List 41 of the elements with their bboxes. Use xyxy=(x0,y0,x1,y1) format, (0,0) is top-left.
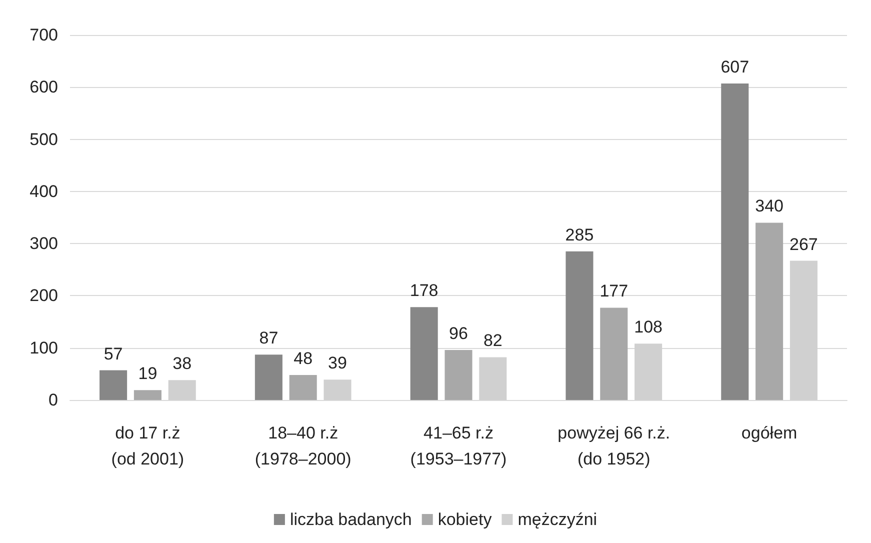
y-tick-label: 600 xyxy=(30,78,58,97)
data-label: 177 xyxy=(600,282,628,301)
bar xyxy=(254,354,282,400)
y-tick-label: 700 xyxy=(30,26,58,44)
data-label: 340 xyxy=(755,196,784,216)
x-tick-label: 18–40 r.ż (1978–2000) xyxy=(254,424,352,468)
data-label: 607 xyxy=(720,57,750,76)
data-label: 87 xyxy=(259,328,278,348)
y-tick-label: 200 xyxy=(30,286,58,306)
data-label: 267 xyxy=(790,234,818,254)
data-label: 38 xyxy=(172,354,192,374)
data-label: 48 xyxy=(294,348,313,368)
x-tick-label: do 17 r.ż (od 2001) xyxy=(111,424,184,468)
x-tick-label: ogółem xyxy=(741,424,798,442)
y-tick-label: 400 xyxy=(30,182,58,201)
data-label: 82 xyxy=(483,331,502,350)
data-label: 57 xyxy=(104,344,123,364)
bar xyxy=(134,390,162,400)
bar xyxy=(600,308,628,400)
bar xyxy=(444,350,472,400)
data-label: 19 xyxy=(138,364,158,384)
data-label: 39 xyxy=(328,354,347,373)
y-tick-label: 0 xyxy=(48,390,58,410)
bar xyxy=(721,83,749,400)
legend-label: liczba badanych xyxy=(290,510,412,529)
data-label: 96 xyxy=(449,324,468,343)
y-tick-label: 100 xyxy=(30,338,58,358)
y-tick-label: 300 xyxy=(30,234,58,254)
bar xyxy=(756,222,784,400)
bar xyxy=(100,370,128,400)
bar xyxy=(566,251,594,400)
data-label: 178 xyxy=(410,281,438,300)
data-label: 108 xyxy=(634,318,662,337)
y-tick-label: 500 xyxy=(30,130,58,149)
x-tick-label: powyżej 66 r.ż. (do 1952) xyxy=(558,424,670,468)
legend-label: mężczyźni xyxy=(518,510,598,529)
bar xyxy=(289,374,317,400)
bar xyxy=(410,307,438,400)
data-label: 285 xyxy=(565,225,594,244)
x-tick-label: 41–65 r.ż (1953–1977) xyxy=(410,424,507,468)
legend-label: kobiety xyxy=(438,510,492,529)
